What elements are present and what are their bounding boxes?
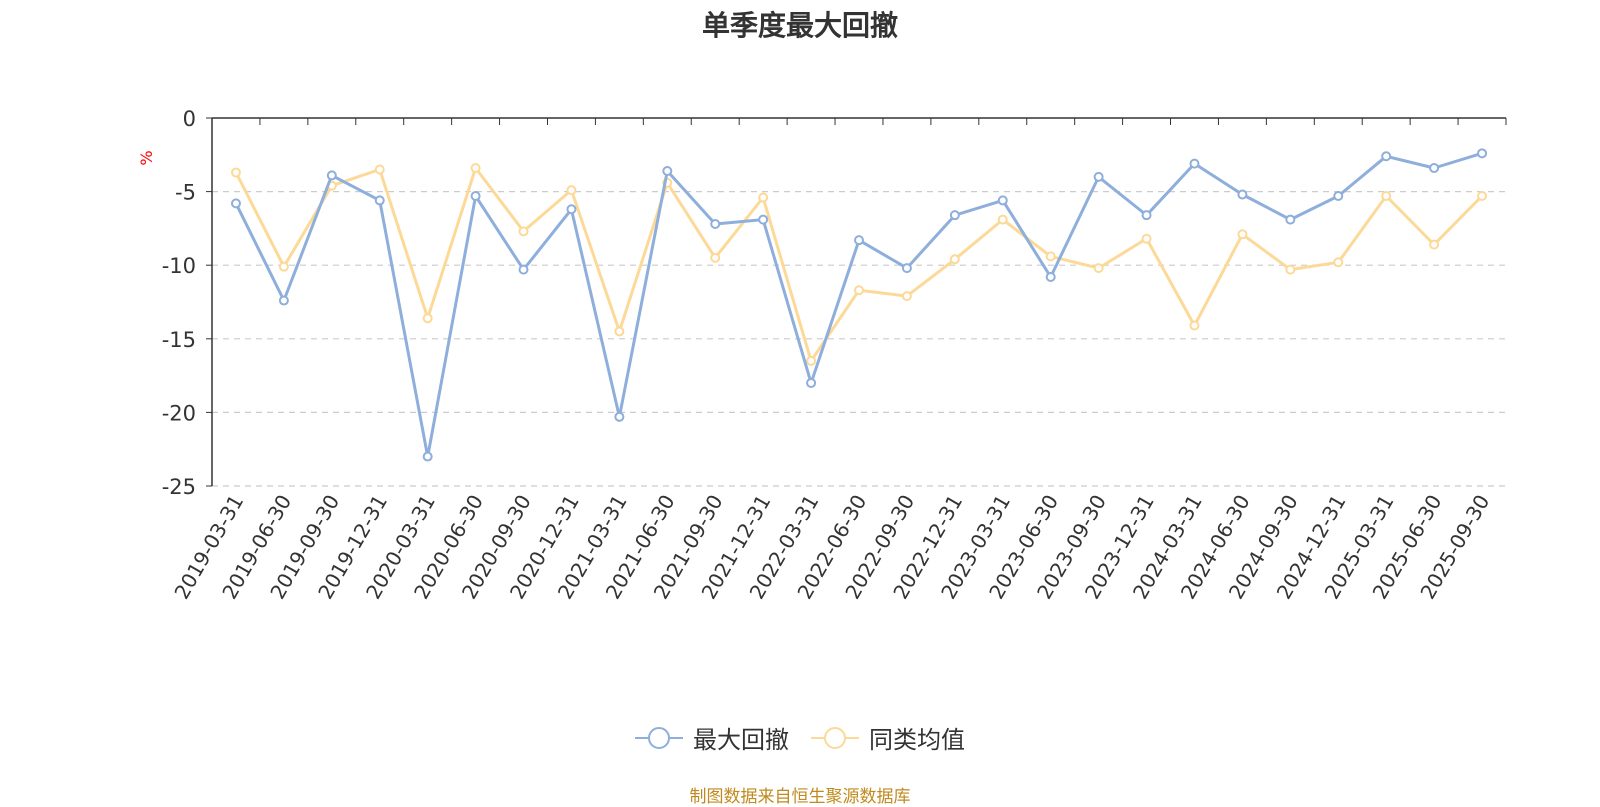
data-point[interactable] [278, 261, 289, 272]
data-point[interactable] [1477, 191, 1488, 202]
series-1 [230, 148, 1488, 462]
data-point[interactable] [662, 165, 673, 176]
y-tick-label: -10 [162, 254, 196, 278]
data-point[interactable] [901, 263, 912, 274]
data-point[interactable] [1429, 239, 1440, 250]
data-point[interactable] [997, 214, 1008, 225]
y-tick-label: -5 [175, 181, 196, 205]
data-point[interactable] [1141, 233, 1152, 244]
y-tick-labels: 0 -5 -10 -15 -20 -25 [162, 107, 196, 499]
legend-line-circle-icon [635, 726, 683, 749]
data-point[interactable] [614, 326, 625, 337]
data-point[interactable] [1477, 148, 1488, 159]
data-point[interactable] [1141, 210, 1152, 221]
data-point[interactable] [614, 411, 625, 422]
data-point[interactable] [1045, 271, 1056, 282]
data-point[interactable] [470, 163, 481, 174]
data-point[interactable] [374, 195, 385, 206]
legend-label-series-1: 最大回撤 [693, 726, 789, 754]
data-point[interactable] [374, 164, 385, 175]
series-line [234, 166, 1484, 363]
data-point[interactable] [278, 295, 289, 306]
data-point[interactable] [1333, 191, 1344, 202]
data-point[interactable] [710, 252, 721, 263]
data-point[interactable] [566, 204, 577, 215]
data-point[interactable] [1333, 257, 1344, 268]
y-tick-label: -25 [162, 475, 196, 499]
data-point[interactable] [710, 218, 721, 229]
data-point[interactable] [806, 377, 817, 388]
data-point[interactable] [1285, 214, 1296, 225]
source-note: 制图数据来自恒生聚源数据库 [689, 787, 911, 807]
series-2 [230, 163, 1488, 366]
data-point[interactable] [518, 264, 529, 275]
data-point[interactable] [422, 451, 433, 462]
data-point[interactable] [1093, 171, 1104, 182]
data-point[interactable] [1045, 251, 1056, 262]
data-point[interactable] [230, 167, 241, 178]
data-point[interactable] [949, 254, 960, 265]
y-tick-label: 0 [183, 107, 196, 131]
y-tick-label: -15 [162, 328, 196, 352]
y-axis-unit-label: % [137, 150, 156, 165]
data-point[interactable] [566, 185, 577, 196]
data-point[interactable] [854, 235, 864, 246]
data-point[interactable] [997, 195, 1008, 206]
legend: 最大回撤 同类均值 [0, 720, 1600, 755]
legend-label-series-2: 同类均值 [869, 726, 965, 754]
data-point[interactable] [758, 192, 769, 203]
legend-line-circle-icon [811, 726, 859, 749]
data-point[interactable] [230, 198, 241, 209]
data-point[interactable] [854, 285, 864, 296]
data-point[interactable] [1237, 189, 1248, 200]
axes [206, 117, 1507, 487]
legend-item-series-2[interactable]: 同类均值 [811, 720, 965, 755]
data-point[interactable] [422, 313, 433, 324]
data-point[interactable] [518, 226, 529, 237]
data-point[interactable] [1285, 264, 1296, 275]
data-point[interactable] [1381, 191, 1392, 202]
x-tick-labels: 2019-03-312019-06-302019-09-302019-12-31… [169, 490, 1494, 603]
y-tick-label: -20 [162, 401, 196, 425]
data-point[interactable] [1189, 320, 1200, 331]
data-point[interactable] [1093, 263, 1104, 274]
data-point[interactable] [326, 170, 337, 181]
data-point[interactable] [901, 291, 912, 302]
data-point[interactable] [1237, 229, 1248, 240]
data-point[interactable] [1381, 151, 1392, 162]
data-point[interactable] [806, 355, 817, 366]
series-lines [230, 148, 1488, 462]
data-point[interactable] [1429, 163, 1440, 174]
data-point[interactable] [949, 210, 960, 221]
data-point[interactable] [1189, 158, 1200, 169]
data-point[interactable] [470, 191, 481, 202]
legend-item-series-1[interactable]: 最大回撤 [635, 720, 789, 755]
data-point[interactable] [758, 214, 769, 225]
chart-title: 单季度最大回撤 [701, 9, 898, 42]
